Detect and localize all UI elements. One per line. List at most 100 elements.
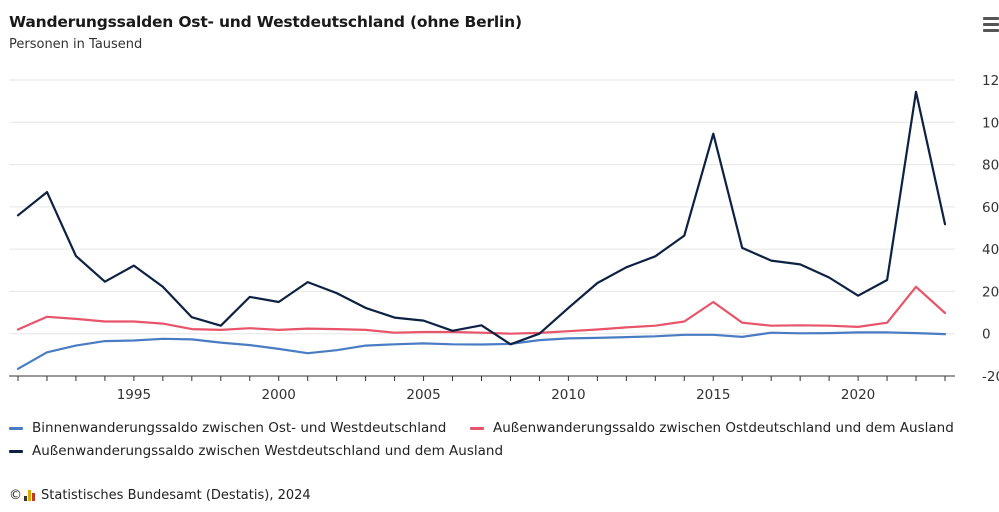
data-point[interactable]: [680, 232, 688, 240]
data-point[interactable]: [912, 329, 920, 337]
data-point[interactable]: [275, 298, 283, 306]
data-point[interactable]: [709, 298, 717, 306]
data-point[interactable]: [912, 88, 920, 96]
data-point[interactable]: [593, 326, 601, 334]
data-point[interactable]: [622, 333, 630, 341]
data-point[interactable]: [507, 340, 515, 348]
data-point[interactable]: [333, 346, 341, 354]
data-point[interactable]: [275, 326, 283, 334]
data-point[interactable]: [825, 329, 833, 337]
data-point[interactable]: [738, 333, 746, 341]
data-point[interactable]: [246, 293, 254, 301]
data-point[interactable]: [651, 332, 659, 340]
data-point[interactable]: [680, 318, 688, 326]
data-point[interactable]: [680, 331, 688, 339]
data-point[interactable]: [130, 262, 138, 270]
data-point[interactable]: [941, 309, 949, 317]
data-point[interactable]: [362, 342, 370, 350]
data-point[interactable]: [275, 345, 283, 353]
data-point[interactable]: [767, 322, 775, 330]
data-point[interactable]: [159, 320, 167, 328]
data-point[interactable]: [159, 335, 167, 343]
data-point[interactable]: [159, 283, 167, 291]
data-point[interactable]: [43, 188, 51, 196]
data-point[interactable]: [564, 334, 572, 342]
data-point[interactable]: [362, 304, 370, 312]
data-point[interactable]: [391, 329, 399, 337]
data-point[interactable]: [246, 341, 254, 349]
data-point[interactable]: [14, 326, 22, 334]
data-point[interactable]: [72, 342, 80, 350]
legend-item-aussen-west[interactable]: Außenwanderungssaldo zwischen Westdeutsc…: [9, 443, 503, 459]
data-point[interactable]: [101, 318, 109, 326]
data-point[interactable]: [564, 304, 572, 312]
data-point[interactable]: [333, 289, 341, 297]
data-point[interactable]: [420, 328, 428, 336]
data-point[interactable]: [593, 279, 601, 287]
data-point[interactable]: [43, 313, 51, 321]
data-point[interactable]: [101, 337, 109, 345]
data-point[interactable]: [43, 348, 51, 356]
data-point[interactable]: [883, 319, 891, 327]
data-point[interactable]: [14, 365, 22, 373]
data-point[interactable]: [391, 340, 399, 348]
data-point[interactable]: [72, 315, 80, 323]
data-point[interactable]: [564, 327, 572, 335]
data-point[interactable]: [246, 324, 254, 332]
data-point[interactable]: [767, 329, 775, 337]
data-point[interactable]: [217, 339, 225, 347]
data-point[interactable]: [420, 339, 428, 347]
data-point[interactable]: [101, 278, 109, 286]
data-point[interactable]: [912, 283, 920, 291]
data-point[interactable]: [738, 244, 746, 252]
data-point[interactable]: [304, 349, 312, 357]
data-point[interactable]: [188, 335, 196, 343]
data-point[interactable]: [304, 325, 312, 333]
data-point[interactable]: [478, 341, 486, 349]
data-point[interactable]: [449, 327, 457, 335]
data-point[interactable]: [941, 330, 949, 338]
data-point[interactable]: [72, 252, 80, 260]
data-point[interactable]: [391, 314, 399, 322]
data-point[interactable]: [593, 334, 601, 342]
legend-item-aussen-ost[interactable]: Außenwanderungssaldo zwischen Ostdeutsch…: [470, 420, 954, 436]
data-point[interactable]: [825, 322, 833, 330]
data-point[interactable]: [883, 276, 891, 284]
data-point[interactable]: [130, 337, 138, 345]
data-point[interactable]: [449, 340, 457, 348]
data-point[interactable]: [796, 321, 804, 329]
data-point[interactable]: [622, 323, 630, 331]
data-point[interactable]: [478, 329, 486, 337]
data-point[interactable]: [651, 252, 659, 260]
data-point[interactable]: [854, 323, 862, 331]
data-point[interactable]: [854, 292, 862, 300]
data-point[interactable]: [883, 328, 891, 336]
data-point[interactable]: [420, 317, 428, 325]
data-point[interactable]: [796, 329, 804, 337]
data-point[interactable]: [941, 220, 949, 228]
data-point[interactable]: [188, 325, 196, 333]
data-point[interactable]: [333, 325, 341, 333]
legend-item-binnenwanderung[interactable]: Binnenwanderungssaldo zwischen Ost- und …: [9, 420, 446, 436]
data-point[interactable]: [709, 331, 717, 339]
data-point[interactable]: [14, 211, 22, 219]
data-point[interactable]: [535, 330, 543, 338]
series-line-2[interactable]: [16, 285, 947, 335]
data-point[interactable]: [478, 321, 486, 329]
hamburger-menu-icon[interactable]: [983, 17, 999, 33]
series-line-3[interactable]: [16, 90, 947, 346]
data-point[interactable]: [622, 263, 630, 271]
data-point[interactable]: [304, 278, 312, 286]
data-point[interactable]: [188, 313, 196, 321]
data-point[interactable]: [709, 130, 717, 138]
data-point[interactable]: [362, 326, 370, 334]
data-point[interactable]: [825, 274, 833, 282]
series-line-1[interactable]: [16, 331, 947, 370]
data-point[interactable]: [767, 257, 775, 265]
data-point[interactable]: [651, 322, 659, 330]
data-point[interactable]: [507, 330, 515, 338]
data-point[interactable]: [217, 322, 225, 330]
data-point[interactable]: [738, 319, 746, 327]
data-point[interactable]: [796, 260, 804, 268]
data-point[interactable]: [130, 318, 138, 326]
